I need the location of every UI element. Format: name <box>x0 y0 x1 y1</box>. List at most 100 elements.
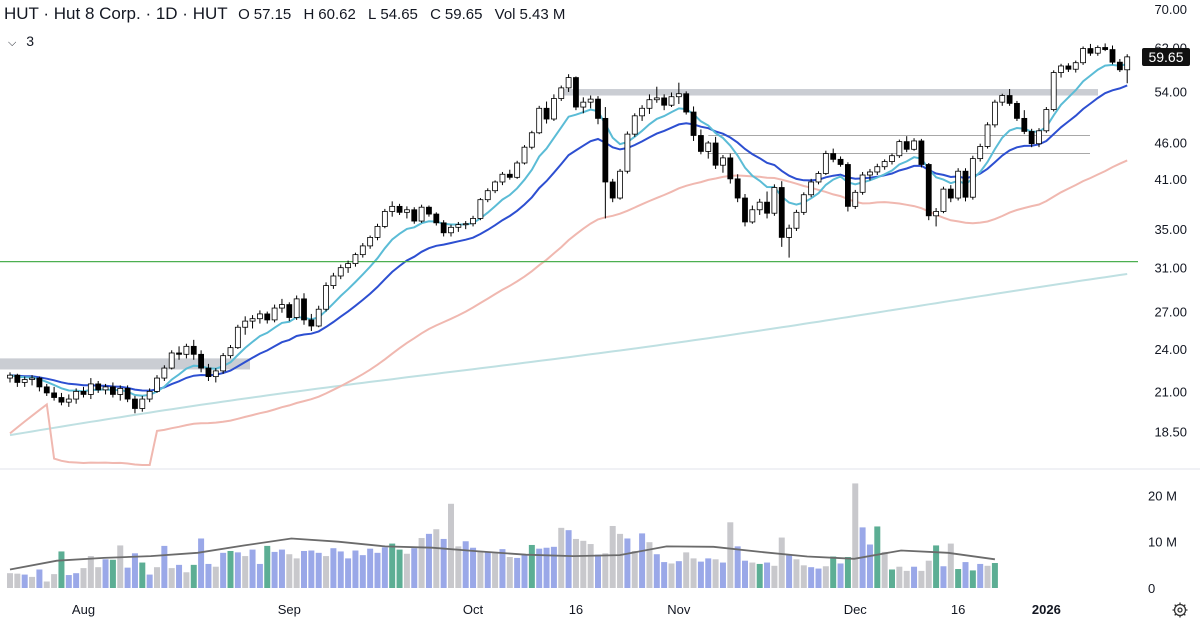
volume-bar <box>903 570 910 588</box>
candle-body <box>536 107 543 134</box>
candle-body <box>734 178 741 199</box>
candle-body <box>271 307 278 321</box>
volume-bar <box>639 533 646 588</box>
candle-body <box>242 320 249 328</box>
volume-bar <box>345 558 352 588</box>
volume-bar <box>933 545 940 588</box>
volume-number: 5.43 M <box>519 6 566 23</box>
open-value: O 57.15 <box>238 6 295 23</box>
volume-bar <box>587 544 594 588</box>
candle-body <box>977 146 984 160</box>
volume-bar <box>866 544 873 588</box>
volume-bar <box>212 566 219 588</box>
price-tick-label: 18.50 <box>1154 425 1187 440</box>
candle-body <box>337 267 344 277</box>
volume-bar <box>425 533 432 588</box>
volume-bar <box>771 565 778 588</box>
candle-body <box>234 326 241 349</box>
candle-body <box>1072 62 1079 70</box>
candle-body <box>771 187 778 214</box>
candle-body <box>859 174 866 193</box>
time-tick-label: Sep <box>278 602 301 617</box>
volume-bar <box>683 552 690 588</box>
candle-body <box>925 164 932 217</box>
volume-bar <box>117 545 124 588</box>
candle-body <box>609 181 616 199</box>
volume-bar <box>58 551 65 588</box>
candle-body <box>940 188 947 212</box>
time-tick-label: 2026 <box>1032 602 1061 617</box>
volume-bar <box>609 525 616 588</box>
candle-body <box>528 132 535 148</box>
candle-body <box>183 345 190 355</box>
candle-body <box>21 379 28 383</box>
candle-body <box>36 377 43 388</box>
volume-value: Vol 5.43 M <box>495 6 570 23</box>
volume-bar <box>102 559 109 588</box>
volume-bar <box>984 565 991 588</box>
high-value: H 60.62 <box>303 6 359 23</box>
volume-bar <box>293 558 300 588</box>
volume-bar <box>389 543 396 588</box>
chevron-down-icon[interactable]: ⌵ <box>8 37 17 49</box>
volume-bar <box>271 551 278 588</box>
ema-fast-line <box>9 63 1128 397</box>
candle-body <box>962 170 969 198</box>
volume-bar <box>95 567 102 588</box>
candle-body <box>381 211 388 227</box>
volume-bar <box>286 554 293 588</box>
indicator-toggle[interactable]: ⌵ 3 <box>8 33 34 50</box>
candle-body <box>190 345 197 355</box>
volume-bar <box>631 550 638 588</box>
volume-bar <box>742 560 748 588</box>
candle-body <box>462 223 469 226</box>
volume-bar <box>411 548 418 588</box>
candle-body <box>1065 65 1072 70</box>
candle-body <box>808 181 815 196</box>
candle-body <box>470 218 476 225</box>
price-tick-label: 21.00 <box>1154 384 1187 399</box>
volume-bar <box>455 546 462 588</box>
settings-gear-icon[interactable] <box>1172 602 1188 618</box>
candle-body <box>742 197 748 223</box>
volume-bar <box>764 562 771 588</box>
candle-body <box>668 96 675 106</box>
candle-body <box>903 141 910 150</box>
candle-body <box>389 205 396 212</box>
candle-body <box>661 97 668 106</box>
candle-body <box>418 206 425 222</box>
low-number: 54.65 <box>380 6 418 23</box>
volume-bar <box>51 574 58 588</box>
candle-body <box>1058 65 1064 73</box>
ticker-symbol[interactable]: HUT <box>4 4 39 23</box>
price-tick-label: 41.00 <box>1154 172 1187 187</box>
candle-body <box>1028 131 1035 145</box>
interval-label[interactable]: 1D <box>155 4 178 23</box>
volume-bar <box>440 538 447 588</box>
volume-bar <box>73 573 80 588</box>
candle-body <box>889 155 895 162</box>
price-tick-label: 70.00 <box>1154 2 1187 17</box>
candle-body <box>749 209 756 223</box>
volume-bar <box>367 548 374 588</box>
volume-bar <box>323 556 330 588</box>
volume-bar <box>198 538 205 588</box>
candle-body <box>448 226 454 234</box>
candle-body <box>1036 130 1042 145</box>
volume-bar <box>205 563 212 588</box>
volume-bar <box>470 547 477 588</box>
candle-body <box>51 392 57 398</box>
candle-body <box>683 93 690 113</box>
volume-bar <box>617 533 624 588</box>
candle-body <box>440 222 447 234</box>
candle-body <box>352 254 359 265</box>
candle-body <box>1050 72 1057 110</box>
candle-body <box>29 377 35 380</box>
volume-bar <box>543 547 550 588</box>
volume-bar <box>844 556 851 588</box>
volume-bar <box>139 562 146 588</box>
time-tick-label: Oct <box>463 602 484 617</box>
candle-body <box>521 146 528 164</box>
candle-body <box>969 158 976 198</box>
